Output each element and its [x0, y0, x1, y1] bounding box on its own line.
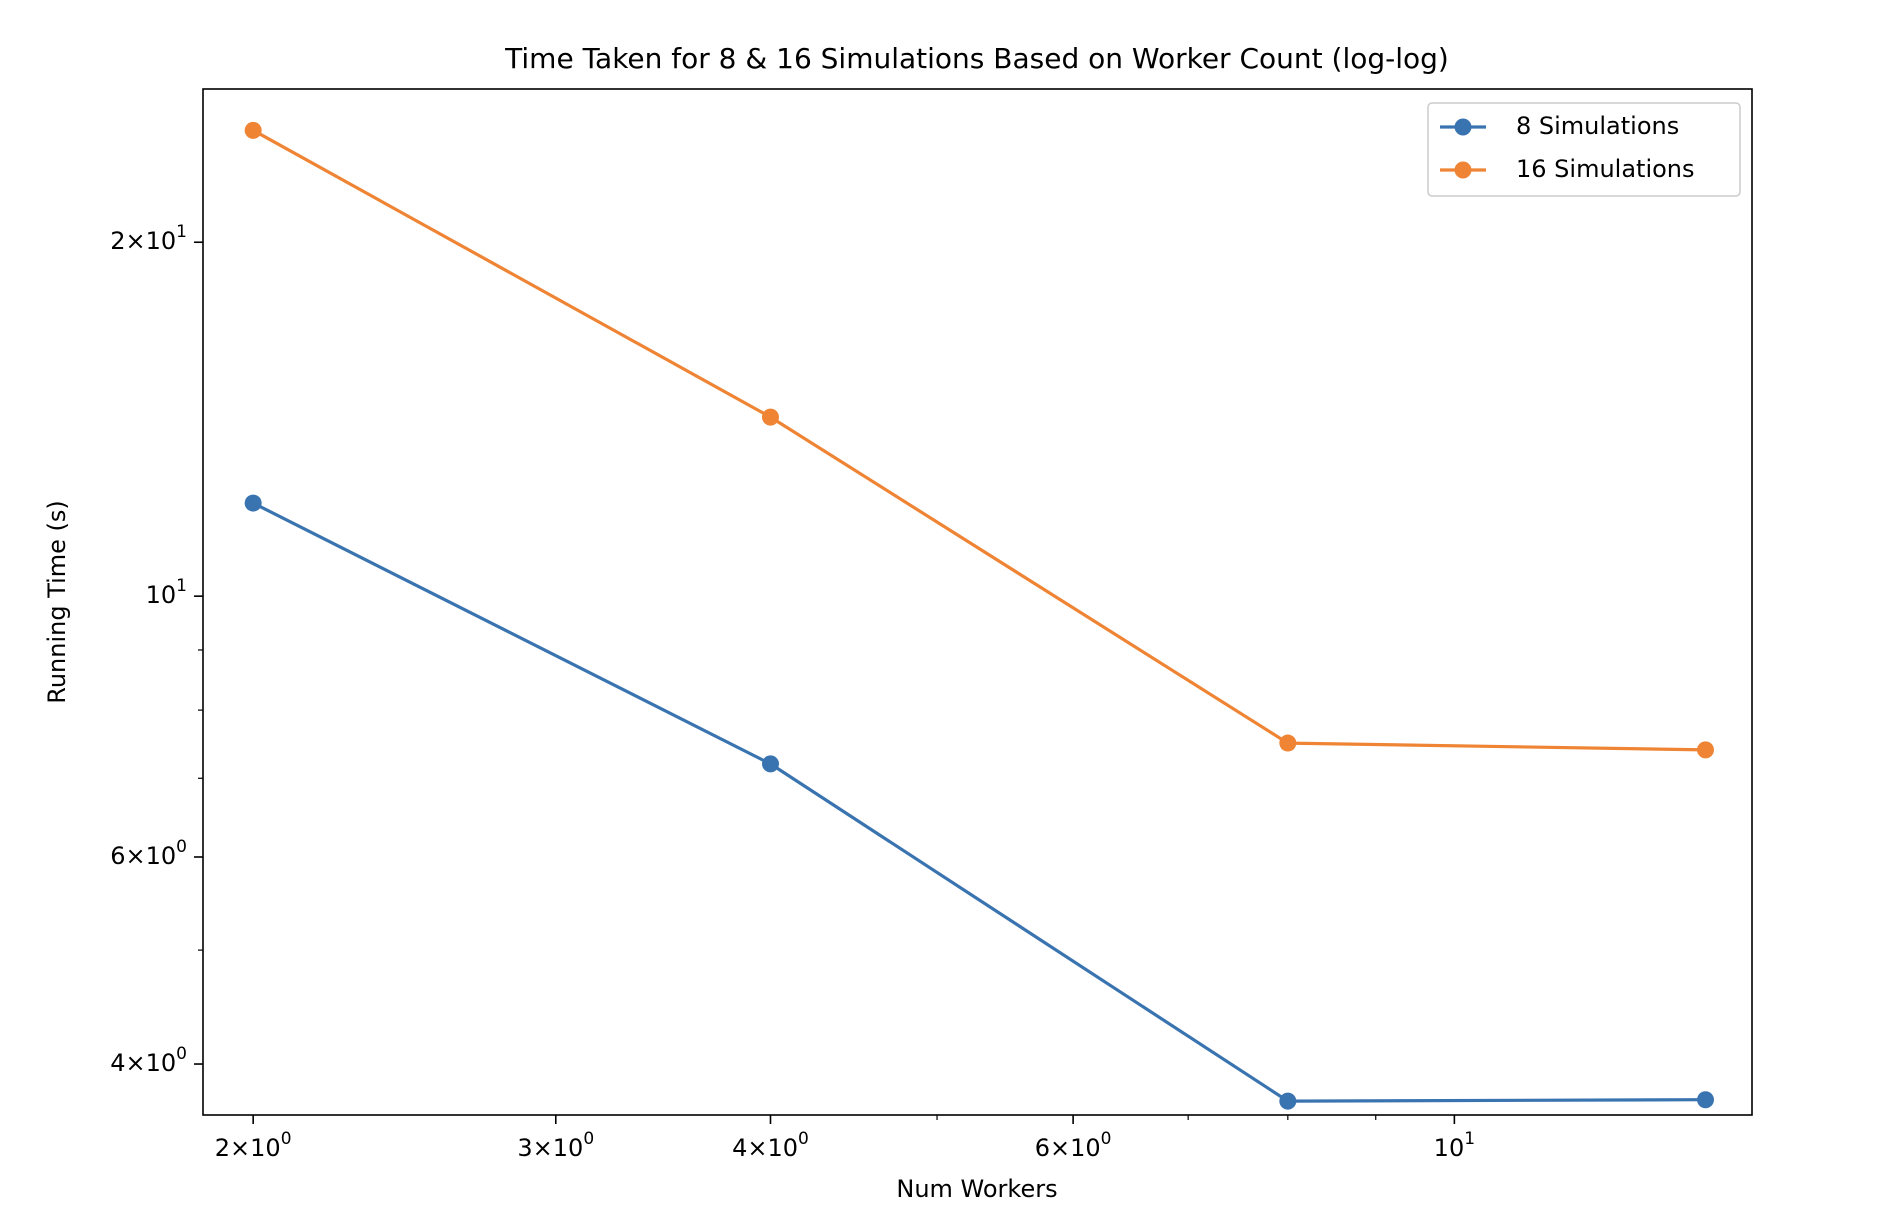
- series-1-point: [1696, 1091, 1714, 1109]
- x-tick-label: 6×100: [1035, 1129, 1112, 1162]
- y-axis-label: Running Time (s): [43, 500, 71, 704]
- chart-title: Time Taken for 8 & 16 Simulations Based …: [504, 42, 1449, 75]
- legend: 8 Simulations 16 Simulations: [1427, 102, 1741, 197]
- y-tick-label: 4×100: [110, 1044, 187, 1077]
- x-axis-label: Num Workers: [896, 1175, 1057, 1203]
- series-line-2: [252, 128, 1706, 752]
- y-tick-label: 101: [146, 576, 187, 609]
- x-tick-label: 101: [1434, 1129, 1475, 1162]
- plot-area: 2×100 3×100 4×100 6×100 101 4×100 6×100 101 2×10…: [110, 88, 1753, 1162]
- series-1-point: [244, 494, 262, 512]
- legend-swatch-marker: [1454, 161, 1472, 179]
- x-tick-label: 3×100: [517, 1129, 594, 1162]
- series-2-point: [1696, 741, 1714, 759]
- series-2-point: [1279, 734, 1297, 752]
- series-2-point: [244, 121, 262, 139]
- y-tick-label: 2×101: [110, 222, 187, 255]
- x-tick-label: 2×100: [215, 1129, 292, 1162]
- y-tick-label: 6×100: [110, 837, 187, 870]
- series-1-point: [761, 755, 779, 773]
- series-2-point: [761, 408, 779, 426]
- legend-box: [1427, 102, 1741, 197]
- legend-label: 16 Simulations: [1516, 155, 1695, 183]
- legend-label: 8 Simulations: [1516, 112, 1679, 140]
- series-line-1: [252, 501, 1706, 1103]
- plot-frame: [202, 88, 1753, 1116]
- x-tick-label: 4×100: [732, 1129, 809, 1162]
- legend-swatch-marker: [1454, 118, 1472, 136]
- series-1-point: [1279, 1092, 1297, 1110]
